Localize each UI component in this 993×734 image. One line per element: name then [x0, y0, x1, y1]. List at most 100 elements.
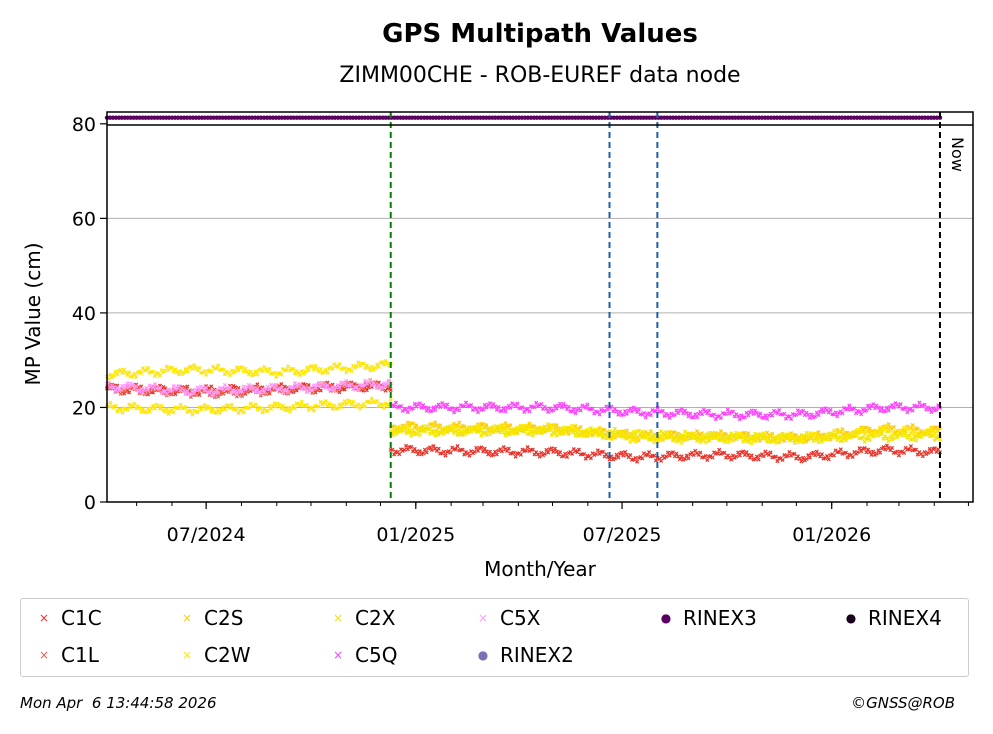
x-tick-label: 01/2026	[792, 524, 871, 546]
data-point	[429, 424, 434, 429]
data-point	[761, 454, 766, 459]
data-point	[751, 411, 756, 416]
data-point	[195, 409, 200, 414]
data-point	[147, 409, 152, 414]
data-point	[670, 450, 676, 455]
data-point	[722, 450, 727, 455]
data-point	[929, 449, 934, 454]
data-point	[694, 438, 700, 443]
x-axis-label: Month/Year	[484, 557, 597, 581]
data-point	[299, 399, 304, 404]
data-point	[669, 434, 674, 439]
data-point	[712, 412, 717, 417]
data-point	[239, 394, 245, 399]
legend-label: C5X	[500, 606, 541, 630]
data-point	[828, 407, 833, 412]
data-point	[929, 426, 934, 431]
data-point	[876, 405, 881, 410]
data-point	[828, 431, 833, 436]
data-point	[501, 406, 506, 411]
legend-label: RINEX2	[500, 643, 574, 667]
data-point	[258, 390, 263, 395]
data-point	[313, 364, 318, 369]
data-point	[633, 439, 638, 444]
data-point	[426, 426, 431, 431]
data-point	[344, 379, 349, 384]
data-point	[417, 401, 422, 406]
data-point	[682, 456, 688, 461]
data-point	[855, 431, 860, 436]
data-point	[826, 457, 831, 462]
data-point	[139, 370, 144, 376]
data-point	[554, 449, 559, 454]
data-point	[433, 433, 438, 438]
data-point	[756, 457, 761, 462]
data-point	[599, 431, 604, 436]
data-point	[392, 404, 397, 409]
data-point	[405, 410, 410, 415]
data-point	[233, 369, 238, 374]
data-point	[318, 366, 323, 371]
data-point	[751, 435, 756, 440]
data-point	[754, 454, 759, 459]
data-point	[226, 390, 231, 395]
data-point	[436, 446, 441, 451]
data-point	[718, 416, 723, 421]
legend-marker: ×	[181, 648, 193, 662]
data-point	[891, 405, 896, 410]
data-point	[742, 414, 747, 420]
data-point	[486, 452, 491, 457]
data-point	[306, 368, 311, 373]
data-point	[475, 422, 481, 427]
data-point	[770, 439, 775, 444]
data-point	[736, 450, 741, 455]
data-point	[173, 367, 178, 372]
data-point	[267, 366, 272, 371]
data-point	[629, 409, 635, 414]
data-point	[886, 408, 891, 413]
data-point	[513, 454, 518, 459]
data-point	[934, 449, 939, 455]
data-point	[443, 453, 448, 458]
data-point	[134, 384, 139, 389]
data-point	[527, 409, 532, 414]
data-point	[185, 384, 190, 389]
data-point	[797, 437, 802, 443]
legend-item-c5x: × C5X	[476, 605, 540, 631]
data-point	[518, 423, 523, 428]
data-point	[833, 410, 838, 415]
data-point	[450, 405, 455, 411]
data-point	[390, 447, 395, 452]
data-point	[561, 425, 566, 430]
data-point	[433, 408, 438, 413]
data-point	[517, 428, 522, 433]
data-point	[310, 363, 315, 368]
data-point	[518, 452, 523, 457]
data-point	[922, 402, 927, 407]
data-point	[811, 450, 816, 455]
data-point	[696, 435, 701, 440]
data-point	[388, 388, 393, 393]
data-point	[508, 431, 513, 436]
data-point	[216, 363, 221, 368]
data-point	[342, 365, 347, 371]
data-point	[616, 455, 621, 460]
data-point	[251, 372, 257, 377]
data-point	[253, 369, 258, 374]
data-point	[749, 453, 754, 458]
data-point	[705, 457, 710, 463]
data-point	[684, 410, 689, 415]
data-point	[286, 389, 291, 394]
data-point	[600, 449, 605, 454]
data-point	[838, 447, 843, 452]
data-point	[881, 427, 886, 432]
data-point	[559, 405, 564, 410]
data-point	[164, 407, 169, 412]
data-point	[429, 408, 434, 413]
data-point	[641, 411, 647, 416]
data-point	[556, 427, 561, 433]
data-point	[284, 367, 289, 372]
y-tick-label: 80	[72, 114, 96, 136]
data-point	[682, 429, 688, 434]
data-point	[416, 452, 421, 457]
